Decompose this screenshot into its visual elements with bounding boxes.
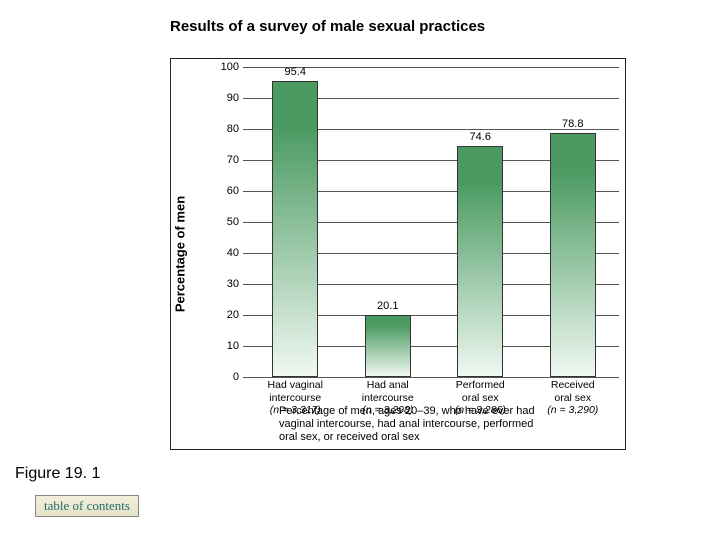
y-tick-label: 50 xyxy=(213,216,239,228)
y-tick-label: 40 xyxy=(213,247,239,259)
bar-value-label: 20.1 xyxy=(366,300,410,312)
category-label: Receivedoral sex(n = 3,290) xyxy=(528,379,618,417)
y-tick-label: 0 xyxy=(213,371,239,383)
chart-frame: Percentage of men 1009080706050403020100… xyxy=(170,58,626,450)
caption-line-2: vaginal intercourse, had anal intercours… xyxy=(279,418,533,432)
caption-line-3: oral sex, or received oral sex xyxy=(279,431,420,445)
y-tick-label: 10 xyxy=(213,340,239,352)
y-tick-label: 80 xyxy=(213,123,239,135)
bar: 74.6 xyxy=(457,146,503,377)
table-of-contents-button[interactable]: table of contents xyxy=(35,495,139,517)
bar: 20.1 xyxy=(365,315,411,377)
bar-value-label: 74.6 xyxy=(458,131,502,143)
page-title: Results of a survey of male sexual pract… xyxy=(170,18,485,35)
y-tick-label: 60 xyxy=(213,185,239,197)
caption-line-1: Percentage of men, ages 20–39, who have … xyxy=(279,405,535,419)
bar: 95.4 xyxy=(272,81,318,377)
gridline xyxy=(243,377,619,378)
chart-plot-area: 100908070605040302010095.4Had vaginalint… xyxy=(249,67,619,377)
y-tick-label: 100 xyxy=(213,61,239,73)
y-tick-label: 30 xyxy=(213,278,239,290)
y-axis-label: Percentage of men xyxy=(173,196,188,312)
figure-number: Figure 19. 1 xyxy=(15,465,100,483)
y-tick-label: 20 xyxy=(213,309,239,321)
bar: 78.8 xyxy=(550,133,596,377)
y-tick-label: 70 xyxy=(213,154,239,166)
bar-value-label: 78.8 xyxy=(551,118,595,130)
y-tick-label: 90 xyxy=(213,92,239,104)
bar-value-label: 95.4 xyxy=(273,66,317,78)
